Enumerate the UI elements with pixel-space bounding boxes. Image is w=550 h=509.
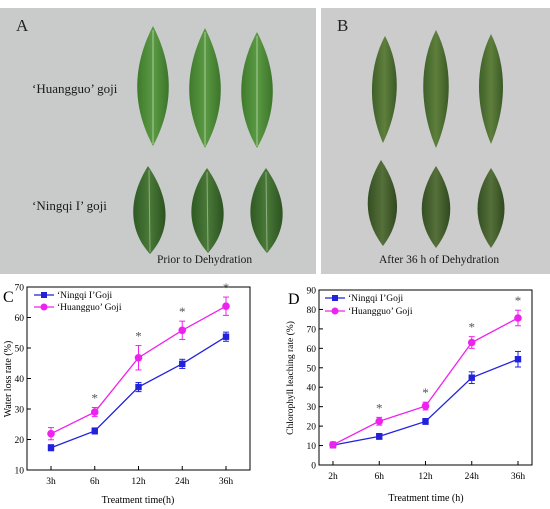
data-point <box>222 333 230 340</box>
x-tick-label: 24h <box>465 472 480 482</box>
significance-marker: * <box>469 320 476 335</box>
panel-letter-d: D <box>288 291 300 308</box>
significance-marker: * <box>515 293 522 308</box>
y-tick-label: 70 <box>15 284 25 294</box>
data-point <box>47 429 55 438</box>
y-tick-label: 40 <box>15 375 25 385</box>
data-point <box>135 383 142 391</box>
leaf <box>421 166 451 248</box>
legend: ‘Ningqi I’Goji ‘Huangguo’ Goji <box>34 291 122 313</box>
x-tick-label: 6h <box>90 477 100 487</box>
leaf <box>479 34 503 144</box>
y-axis: 10 20 30 40 50 60 70 <box>15 284 31 477</box>
panel-letter-a: A <box>16 16 29 35</box>
plot-frame <box>26 286 251 471</box>
ningqi-dry-leaves <box>367 160 505 248</box>
significance-marker: * <box>92 390 99 405</box>
y-tick-label: 30 <box>307 403 317 413</box>
photo-panel-a: A ‘Huangguo’ goji ‘Ningqi I’ goji Prior … <box>0 8 316 274</box>
y-tick-label: 70 <box>307 325 317 335</box>
x-axis-label: Treatment time (h) <box>388 493 463 504</box>
data-point <box>514 356 522 363</box>
ningqi-leaves <box>133 166 283 254</box>
x-tick-label: 3h <box>46 477 56 487</box>
leaves-after-dehydration <box>367 30 505 248</box>
x-tick-label: 12h <box>418 472 433 482</box>
legend-label-ningqi: ‘Ningqi I’Goji <box>57 291 113 301</box>
data-point <box>90 408 99 416</box>
data-series: * * * * <box>329 293 522 449</box>
y-tick-label: 20 <box>307 423 317 433</box>
series-line-huangguo <box>332 317 519 446</box>
data-point <box>422 418 429 425</box>
panel-letter-c: C <box>3 289 14 306</box>
data-point <box>134 353 143 362</box>
data-point <box>421 402 430 410</box>
data-point <box>468 374 475 381</box>
label-ningqi-goji: ‘Ningqi I’ goji <box>32 198 107 213</box>
data-point <box>375 417 384 426</box>
significance-marker: * <box>223 280 230 295</box>
significance-marker: * <box>376 400 383 415</box>
y-tick-label: 0 <box>311 462 316 472</box>
leaf <box>477 168 505 248</box>
leaf <box>423 30 449 148</box>
x-axis: 2h 6h 12h 24h 36h <box>328 461 525 482</box>
y-tick-label: 30 <box>15 406 25 416</box>
significance-marker: * <box>179 304 186 319</box>
legend-label-ningqi: ‘Ningqi I’Goji <box>348 294 404 304</box>
y-tick-label: 50 <box>15 345 25 355</box>
data-point <box>178 326 187 335</box>
y-tick-label: 40 <box>307 384 317 394</box>
y-tick-label: 10 <box>15 467 25 477</box>
data-point <box>467 338 476 347</box>
x-tick-label: 36h <box>219 477 234 487</box>
data-point <box>222 302 230 311</box>
huangguo-dry-leaves <box>371 30 503 148</box>
y-tick-label: 50 <box>307 364 317 374</box>
y-axis-label: Water loss rate (%) <box>3 341 14 418</box>
significance-marker: * <box>422 385 429 400</box>
y-tick-label: 60 <box>307 345 317 355</box>
y-tick-label: 90 <box>307 287 317 297</box>
panel-letter-b: B <box>337 16 349 35</box>
legend-label-huangguo: ‘Huangguo’ Goji <box>348 307 413 317</box>
data-point <box>329 440 337 449</box>
data-series: * * * * <box>47 280 230 452</box>
data-point <box>376 433 383 440</box>
x-tick-label: 24h <box>175 477 190 487</box>
leaves-before-dehydration <box>133 26 283 254</box>
label-huangguo-goji: ‘Huangguo’ goji <box>32 81 118 96</box>
y-tick-label: 10 <box>307 442 317 452</box>
leaf <box>371 36 397 143</box>
x-tick-label: 2h <box>328 472 338 482</box>
y-axis-label: Chlorophyll leaching rate (%) <box>285 321 296 435</box>
photo-panel-b: B After 36 h of Dehydration <box>321 8 550 274</box>
data-point <box>514 314 522 322</box>
data-point <box>91 427 98 435</box>
chart-c-water-loss: C 10 20 30 40 50 60 70 3h 6h 12h 24h 36h * * * * ‘Nin… <box>3 280 251 506</box>
y-tick-label: 60 <box>15 314 25 324</box>
y-tick-label: 80 <box>307 306 317 316</box>
legend: ‘Ningqi I’Goji ‘Huangguo’ Goji <box>325 294 413 317</box>
huangguo-leaves <box>137 26 273 148</box>
x-tick-label: 6h <box>375 472 385 482</box>
x-axis-label: Treatment time(h) <box>102 495 175 506</box>
data-point <box>179 360 186 368</box>
caption-after: After 36 h of Dehydration <box>379 254 500 266</box>
y-axis: 0 10 20 30 40 50 60 70 80 90 <box>307 287 323 472</box>
caption-prior: Prior to Dehydration <box>157 254 253 266</box>
significance-marker: * <box>135 329 142 344</box>
data-point <box>47 444 55 451</box>
x-tick-label: 12h <box>131 477 146 487</box>
leaf <box>367 160 398 246</box>
legend-label-huangguo: ‘Huangguo’ Goji <box>57 303 122 313</box>
x-tick-label: 36h <box>511 472 526 482</box>
y-tick-label: 20 <box>15 436 25 446</box>
x-axis: 3h 6h 12h 24h 36h <box>46 466 233 487</box>
